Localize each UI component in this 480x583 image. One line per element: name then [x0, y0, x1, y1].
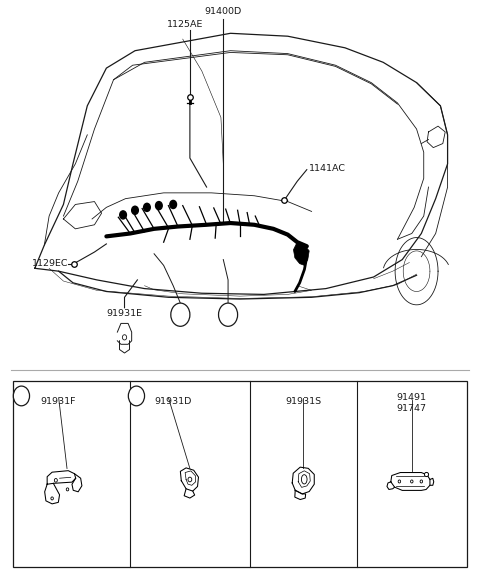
- Text: 91491
91747: 91491 91747: [397, 393, 427, 413]
- Circle shape: [420, 480, 422, 483]
- Text: 91931F: 91931F: [40, 397, 76, 406]
- Text: b: b: [133, 391, 140, 401]
- Circle shape: [171, 303, 190, 326]
- Circle shape: [13, 386, 30, 406]
- Circle shape: [188, 477, 192, 482]
- Circle shape: [144, 203, 150, 212]
- Text: 91931E: 91931E: [107, 309, 143, 318]
- Circle shape: [66, 488, 69, 491]
- Text: a: a: [18, 391, 24, 401]
- Text: 91931S: 91931S: [286, 397, 322, 406]
- Circle shape: [410, 480, 413, 483]
- Ellipse shape: [301, 475, 307, 484]
- Circle shape: [54, 479, 57, 482]
- Circle shape: [51, 497, 53, 500]
- Text: b: b: [225, 310, 231, 319]
- Circle shape: [398, 480, 401, 483]
- FancyBboxPatch shape: [13, 381, 467, 567]
- Text: 1141AC: 1141AC: [309, 164, 346, 173]
- Circle shape: [218, 303, 238, 326]
- Text: a: a: [177, 310, 183, 319]
- Text: 91931D: 91931D: [154, 397, 192, 406]
- Circle shape: [132, 206, 138, 215]
- Circle shape: [170, 201, 177, 209]
- Text: 1125AE: 1125AE: [167, 20, 204, 29]
- Circle shape: [156, 202, 162, 210]
- Text: 91400D: 91400D: [204, 7, 242, 16]
- Circle shape: [120, 211, 126, 219]
- Text: 1129EC: 1129EC: [32, 259, 68, 268]
- Circle shape: [128, 386, 144, 406]
- Polygon shape: [293, 242, 309, 265]
